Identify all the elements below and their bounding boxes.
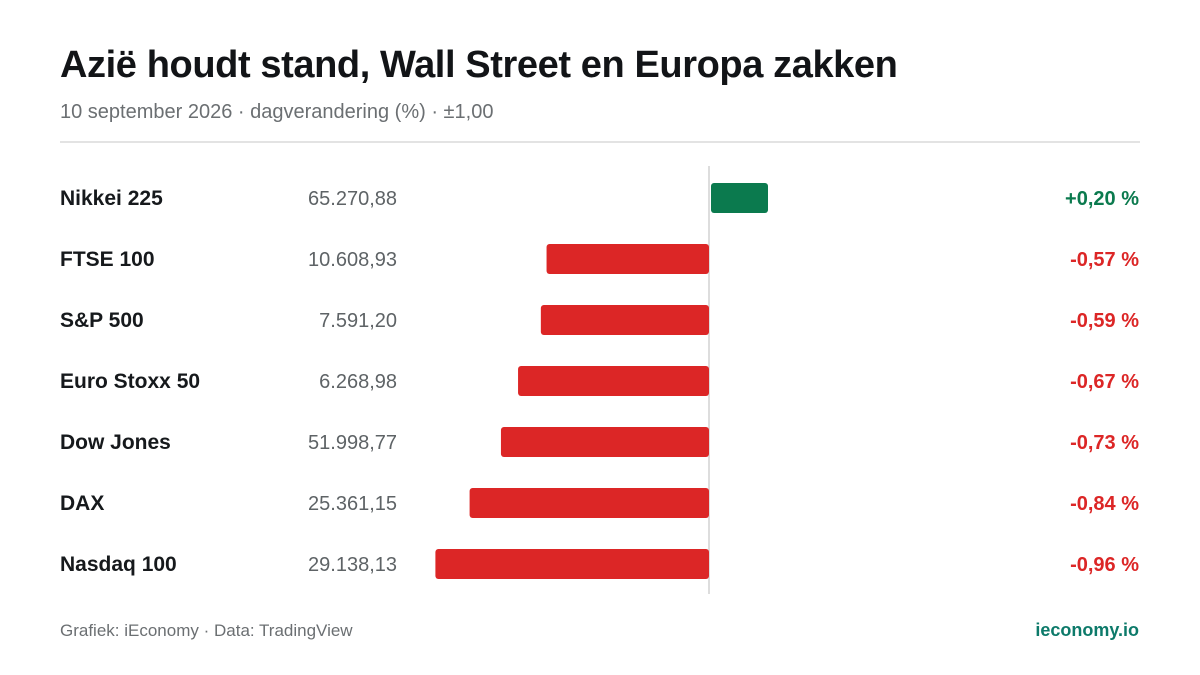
row-price-label: 6.268,98 — [319, 371, 397, 393]
row-name-label: Dow Jones — [60, 431, 171, 454]
bar — [435, 549, 709, 579]
row-name-label: Euro Stoxx 50 — [60, 370, 200, 393]
chart-row: Dow Jones 51.998,77 -0,73 % — [60, 427, 1139, 457]
header-divider — [60, 141, 1140, 143]
footer-brand[interactable]: ieconomy.io — [1035, 620, 1139, 640]
row-price-label: 51.998,77 — [308, 432, 397, 454]
bar — [469, 488, 709, 518]
bar — [711, 183, 768, 213]
row-price-label: 65.270,88 — [308, 188, 397, 210]
row-name-label: DAX — [60, 492, 104, 515]
row-price-label: 7.591,20 — [319, 310, 397, 332]
row-name-label: S&P 500 — [60, 309, 144, 332]
row-price-label: 25.361,15 — [308, 493, 397, 515]
chart-row: DAX 25.361,15 -0,84 % — [60, 488, 1139, 518]
chart-title: Azië houdt stand, Wall Street en Europa … — [60, 44, 898, 86]
footer-credit: Grafiek: iEconomy · Data: TradingView — [60, 621, 353, 640]
row-name-label: Nasdaq 100 — [60, 553, 177, 576]
chart-row: S&P 500 7.591,20 -0,59 % — [60, 305, 1139, 335]
row-change-label: -0,67 % — [1070, 371, 1139, 393]
row-change-label: -0,96 % — [1070, 554, 1139, 576]
row-change-label: -0,84 % — [1070, 493, 1139, 515]
bar — [518, 366, 709, 396]
row-name-label: Nikkei 225 — [60, 187, 163, 210]
bar — [500, 427, 709, 457]
row-change-label: -0,57 % — [1070, 249, 1139, 271]
bar — [540, 305, 709, 335]
row-change-label: -0,59 % — [1070, 310, 1139, 332]
chart-row: Nikkei 225 65.270,88 +0,20 % — [60, 183, 1139, 213]
row-name-label: FTSE 100 — [60, 248, 155, 271]
row-price-label: 10.608,93 — [308, 249, 397, 271]
row-change-label: -0,73 % — [1070, 432, 1139, 454]
chart-row: FTSE 100 10.608,93 -0,57 % — [60, 244, 1139, 274]
chart-row: Nasdaq 100 29.138,13 -0,96 % — [60, 549, 1139, 579]
row-change-label: +0,20 % — [1065, 188, 1139, 210]
bar — [546, 244, 709, 274]
row-price-label: 29.138,13 — [308, 554, 397, 576]
chart-subtitle: 10 september 2026 · dagverandering (%) ·… — [60, 101, 494, 123]
chart-row: Euro Stoxx 50 6.268,98 -0,67 % — [60, 366, 1139, 396]
